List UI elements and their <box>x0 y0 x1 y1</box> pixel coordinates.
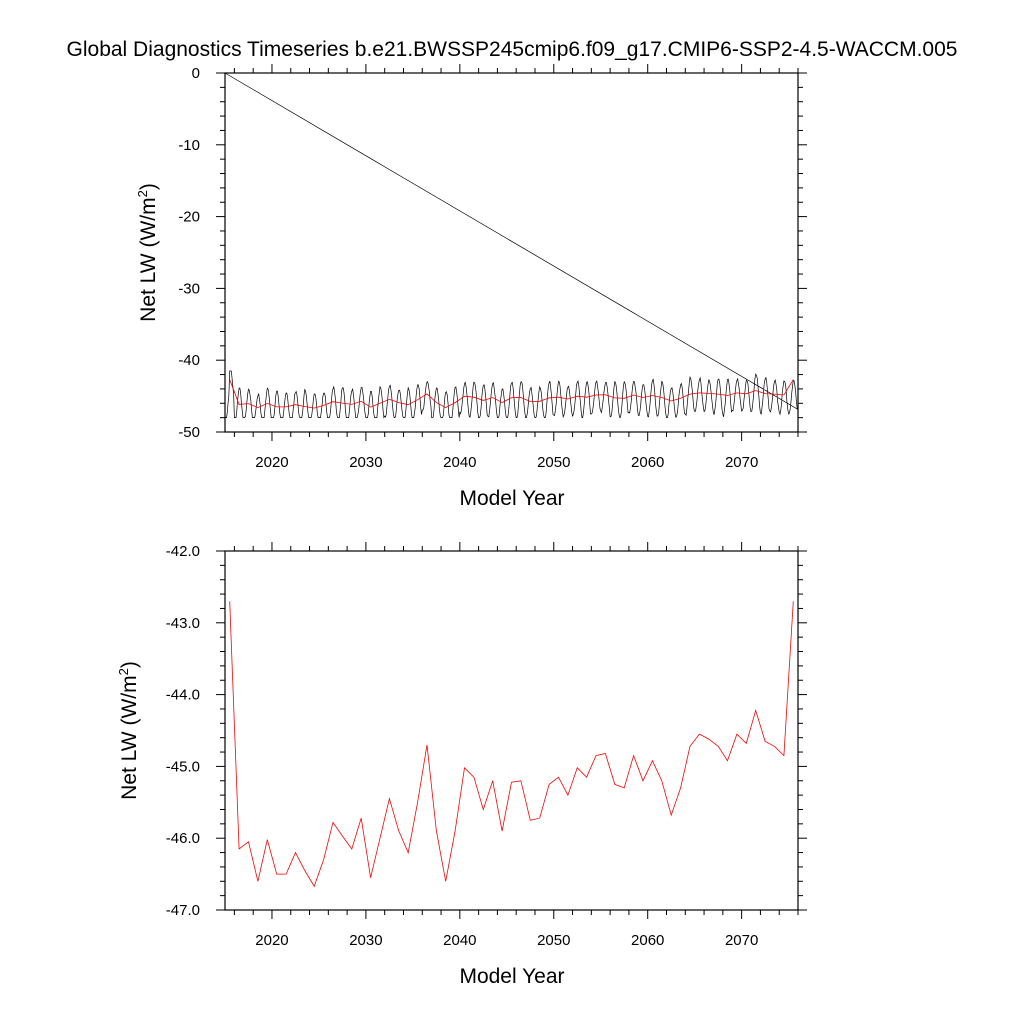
top-y-tick-labels: 0 -10 -20 -30 -40 -50 <box>178 65 200 441</box>
figure-title: Global Diagnostics Timeseries b.e21.BWSS… <box>67 38 958 61</box>
y-tick-label: -45.0 <box>166 758 200 775</box>
panel-bottom-annual-series-line <box>229 601 794 888</box>
y-tick-label: -30 <box>178 280 200 297</box>
y-tick-label: -44.0 <box>166 687 200 704</box>
bottom-y-axis-label: Net LW (W/m2) <box>116 661 141 800</box>
bottom-x-tick-labels: 2020 2030 2040 2050 2060 2070 <box>255 932 758 949</box>
panel-top-annual-series-line <box>229 379 794 409</box>
x-tick-label: 2050 <box>537 454 570 471</box>
x-tick-label: 2060 <box>631 932 664 949</box>
x-tick-label: 2030 <box>349 932 382 949</box>
panel-top-monthly-series-line <box>224 72 798 419</box>
x-tick-label: 2030 <box>349 454 382 471</box>
y-tick-label: 0 <box>192 65 200 82</box>
x-tick-label: 2050 <box>537 932 570 949</box>
bottom-x-axis-label: Model Year <box>459 965 564 988</box>
bottom-y-tick-labels: -42.0 -43.0 -44.0 -45.0 -46.0 -47.0 <box>166 543 200 919</box>
y-tick-label: -10 <box>178 137 200 154</box>
bottom-panel: 2020 2030 2040 2050 2060 2070 -42.0 -43.0 -44.0… <box>116 542 807 988</box>
bottom-plot-area <box>229 601 794 888</box>
x-tick-label: 2040 <box>443 932 476 949</box>
y-tick-label: -40 <box>178 352 200 369</box>
bottom-axes-frame <box>224 550 799 911</box>
x-tick-label: 2020 <box>255 932 288 949</box>
x-tick-label: 2020 <box>255 454 288 471</box>
top-x-tick-labels: 2020 2030 2040 2050 2060 2070 <box>255 454 758 471</box>
y-tick-label: -46.0 <box>166 830 200 847</box>
x-tick-label: 2040 <box>443 454 476 471</box>
y-tick-label: -42.0 <box>166 543 200 560</box>
top-panel: 2020 2030 2040 2050 2060 2070 0 -10 -20 -30 -40 -5… <box>135 64 807 510</box>
x-tick-label: 2070 <box>725 454 758 471</box>
y-tick-label: -47.0 <box>166 902 200 919</box>
x-tick-label: 2070 <box>725 932 758 949</box>
y-tick-label: -43.0 <box>166 615 200 632</box>
x-tick-label: 2060 <box>631 454 664 471</box>
top-x-axis-label: Model Year <box>459 487 564 510</box>
y-tick-label: -50 <box>178 424 200 441</box>
y-tick-label: -20 <box>178 209 200 226</box>
top-axes-frame <box>224 72 799 433</box>
top-ticks <box>216 64 807 441</box>
top-y-axis-label: Net LW (W/m2) <box>135 183 160 322</box>
bottom-ticks <box>216 542 807 919</box>
top-plot-area <box>224 72 798 419</box>
